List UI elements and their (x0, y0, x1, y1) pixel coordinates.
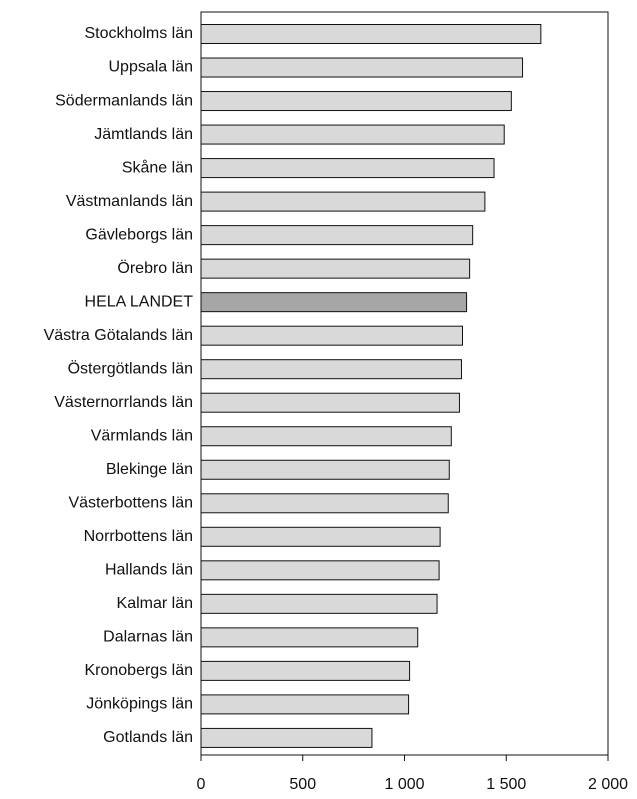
y-tick-label: Gotlands län (103, 729, 193, 746)
bar (200, 158, 495, 179)
bar (200, 124, 505, 145)
bar (200, 727, 373, 748)
y-tick-label: Kronobergs län (84, 662, 193, 679)
y-tick-label: Norrbottens län (84, 528, 193, 545)
y-tick-label: Uppsala län (109, 59, 194, 76)
y-tick-label: Dalarnas län (103, 629, 193, 646)
y-tick-label: HELA LANDET (85, 293, 194, 310)
bar (200, 24, 542, 44)
x-tick-label: 1 000 (384, 776, 424, 793)
y-tick-label: Gävleborgs län (85, 226, 193, 243)
bar (200, 392, 460, 413)
x-tick-label: 2 000 (588, 776, 628, 793)
bar (200, 191, 486, 212)
bar (200, 325, 463, 346)
bar (200, 426, 452, 447)
bar (200, 359, 462, 380)
y-tick-label: Blekinge län (106, 461, 193, 478)
y-tick-label: Örebro län (117, 259, 193, 277)
y-tick-label: Stockholms län (85, 25, 194, 42)
bar (200, 459, 450, 480)
y-tick-label: Västra Götalands län (44, 327, 193, 344)
y-tick-label: Hallands län (105, 562, 193, 579)
bar (200, 292, 468, 313)
y-tick-label: Jämtlands län (94, 126, 193, 143)
x-tick-label: 0 (197, 776, 206, 793)
y-tick-label: Värmlands län (91, 427, 193, 444)
y-tick-label: Södermanlands län (55, 92, 193, 109)
x-tick-label: 1 500 (486, 776, 526, 793)
y-tick-label: Jönköpings län (86, 696, 193, 713)
y-tick-label: Kalmar län (117, 595, 193, 612)
y-tick-label: Västernorrlands län (54, 394, 193, 411)
bar (200, 258, 471, 279)
y-tick-label: Västerbottens län (68, 494, 193, 511)
bar (200, 694, 410, 715)
bar (200, 57, 524, 78)
y-tick-label: Västmanlands län (66, 193, 193, 210)
y-tick-label: Skåne län (122, 158, 193, 176)
bar (200, 627, 419, 648)
x-tick-label: 500 (289, 776, 316, 793)
bar (200, 593, 438, 614)
bar (200, 660, 411, 681)
bar (200, 526, 441, 547)
bar (200, 91, 512, 112)
bar (200, 225, 474, 246)
y-tick-label: Östergötlands län (68, 359, 193, 377)
bar (200, 560, 440, 581)
bar (200, 493, 449, 514)
